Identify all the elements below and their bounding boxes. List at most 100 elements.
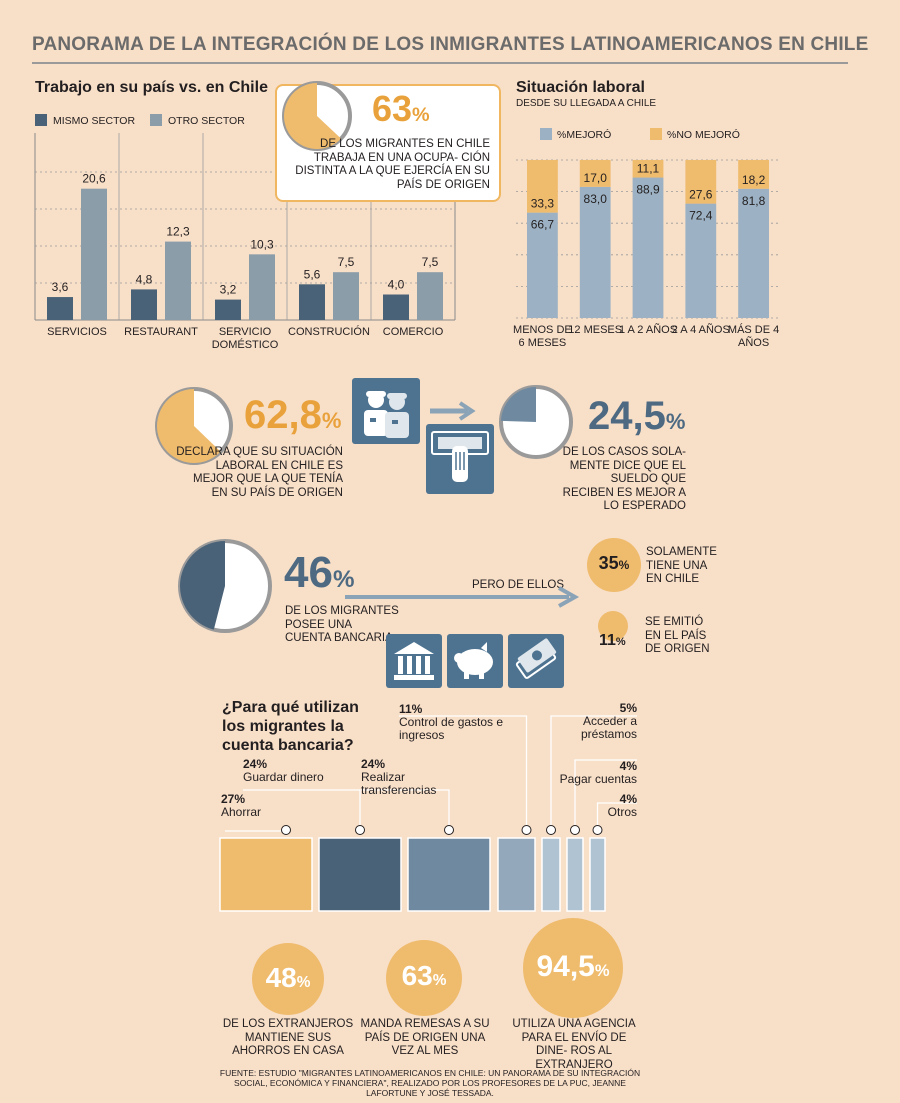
chart1-data-label: 5,6 — [304, 267, 321, 281]
chart3-value-label: 11% — [399, 702, 423, 716]
chart3-leader — [550, 715, 637, 830]
pie-63 — [282, 81, 352, 151]
chart1-data-label: 4,0 — [388, 278, 405, 292]
chart1-bar — [417, 272, 443, 320]
chart3-label: 4% Otros — [557, 793, 637, 819]
page-title: PANORAMA DE LA INTEGRACIÓN DE LOS INMIGR… — [32, 34, 869, 55]
chart2-bar-no-mejoro — [685, 160, 717, 204]
chart2-label-mejoro: 88,9 — [636, 183, 660, 197]
circle-48 — [252, 943, 324, 1015]
chart2-label-no-mejoro: 27,6 — [689, 188, 713, 202]
bottom-48-text: DE LOS EXTRANJEROS MANTIENE SUS AHORROS … — [222, 1018, 354, 1057]
chart3-category-label: Otros — [607, 805, 637, 819]
legend-swatch-otro — [150, 114, 162, 126]
chart3-value-label: 5% — [619, 701, 637, 715]
chart2-label-mejoro: 72,4 — [689, 209, 713, 223]
salary-hand-icon — [426, 424, 494, 494]
chart3-marker — [355, 825, 365, 835]
chart1-bar — [383, 294, 409, 320]
chart2-label-no-mejoro: 18,2 — [742, 173, 766, 187]
legend-label-mismo: MISMO SECTOR — [53, 115, 136, 127]
chart1-category-label: RESTAURANT — [124, 326, 198, 338]
workers-icon — [352, 378, 420, 444]
chart3-marker — [546, 825, 556, 835]
chart3-marker — [281, 825, 291, 835]
chart3-category-label: Pagar cuentas — [559, 772, 637, 786]
chart1-bar — [131, 289, 157, 320]
pie-slice — [180, 541, 225, 630]
chart1-data-label: 7,5 — [422, 255, 439, 269]
chart1-bar — [215, 299, 241, 320]
chart1-bar — [333, 272, 359, 320]
pie-46 — [178, 539, 272, 633]
pie-24-5 — [499, 385, 573, 459]
chart1-category-label: SERVICIOS — [47, 326, 107, 338]
sub-35-number: 35% — [598, 553, 630, 573]
chart3-bar — [497, 837, 536, 912]
chart2-bar-mejoro — [579, 186, 611, 318]
chart3-leader — [399, 715, 528, 830]
chart3-label: 24% Guardar dinero — [243, 758, 343, 784]
chart1-data-label: 10,3 — [250, 237, 274, 251]
pie-slice — [157, 389, 221, 463]
sub-11-text: SE EMITIÓ EN EL PAÍS DE ORIGEN — [645, 616, 710, 655]
circle-94-5 — [523, 918, 623, 1018]
bottom-63-number: 63% — [401, 960, 447, 991]
legend-label-otro: OTRO SECTOR — [168, 115, 245, 127]
chart3-label: 11% Control de gastos e ingresos — [399, 703, 509, 742]
chart1-title: Trabajo en su país vs. en Chile — [35, 79, 268, 96]
legend-label-mejoro: %MEJORÓ — [557, 129, 612, 141]
chart3-leader — [243, 789, 361, 830]
chart1-data-label: 3,6 — [52, 280, 69, 294]
chart1-bar — [299, 284, 325, 320]
legend-label-no-mejoro: %NO MEJORÓ — [667, 129, 740, 141]
chart3-bar — [318, 837, 402, 912]
chart3-label: 27% Ahorrar — [221, 793, 321, 819]
chart3-category-label: Realizar transferencias — [361, 770, 437, 797]
legend-swatch-no-mejoro — [650, 128, 662, 140]
chart3-bar — [219, 837, 313, 912]
pie-62-8 — [155, 387, 233, 465]
chart1-data-label: 20,6 — [82, 172, 106, 186]
chart2-label-mejoro: 66,7 — [531, 218, 555, 232]
callout-63-number: 63% — [372, 88, 430, 129]
title-divider — [32, 62, 848, 64]
bottom-63-text: MANDA REMESAS A SU PAÍS DE ORIGEN UNA VE… — [360, 1018, 490, 1057]
chart3-category-label: Ahorrar — [221, 805, 262, 819]
chart3-label: 5% Acceder a préstamos — [557, 702, 637, 741]
chart2-subtitle: DESDE SU LLEGADA A CHILE — [516, 98, 657, 109]
chart1-bar — [81, 188, 107, 320]
chart2-label-no-mejoro: 11,1 — [637, 162, 660, 176]
chart3-label: 4% Pagar cuentas — [557, 760, 637, 786]
chart3-leader — [596, 802, 637, 830]
stat-46-text: DE LOS MIGRANTES POSEE UNA CUENTA BANCAR… — [285, 605, 399, 644]
chart3-category-label: Acceder a préstamos — [580, 714, 637, 741]
bank-icon — [386, 634, 442, 688]
chart3-leader — [225, 830, 287, 832]
arrow-right-icon — [430, 401, 476, 421]
bottom-94-5-text: UTILIZA UNA AGENCIA PARA EL ENVÍO DE DIN… — [512, 1018, 636, 1071]
chart1-category-label: CONSTRUCIÓN — [288, 326, 370, 338]
chart2-label-no-mejoro: 17,0 — [584, 171, 608, 185]
chart3-bar — [566, 837, 584, 912]
chart3-leader — [361, 789, 450, 830]
chart2-bar-no-mejoro — [579, 160, 611, 187]
chart2-category-label: 2 A 4 AÑOS — [671, 324, 730, 336]
stat-24-5-text: DE LOS CASOS SOLA- MENTE DICE QUE EL SUE… — [562, 446, 686, 512]
sub-35-text: SOLAMENTE TIENE UNA EN CHILE — [646, 546, 717, 585]
chart3-value-label: 27% — [221, 792, 246, 806]
chart3-value-label: 4% — [619, 792, 637, 806]
bottom-48-number: 48% — [265, 962, 311, 993]
chart1-bar — [249, 254, 275, 320]
arrow-right-long-icon — [345, 586, 580, 608]
source-note: FUENTE: ESTUDIO "MIGRANTES LATINOAMERICA… — [219, 1068, 641, 1098]
chart3-label: 24% Realizar transferencias — [361, 758, 461, 797]
stat-24-5-number: 24,5% — [588, 394, 686, 438]
chart3-leader — [574, 759, 637, 830]
chart3-marker — [521, 825, 532, 835]
chart1-data-label: 3,2 — [220, 283, 237, 297]
money-icon — [508, 634, 564, 688]
chart2-category-label: MÁS DE 4 AÑOS — [727, 324, 780, 349]
chart3-value-label: 24% — [243, 757, 268, 771]
chart2-bar-mejoro — [738, 188, 769, 318]
